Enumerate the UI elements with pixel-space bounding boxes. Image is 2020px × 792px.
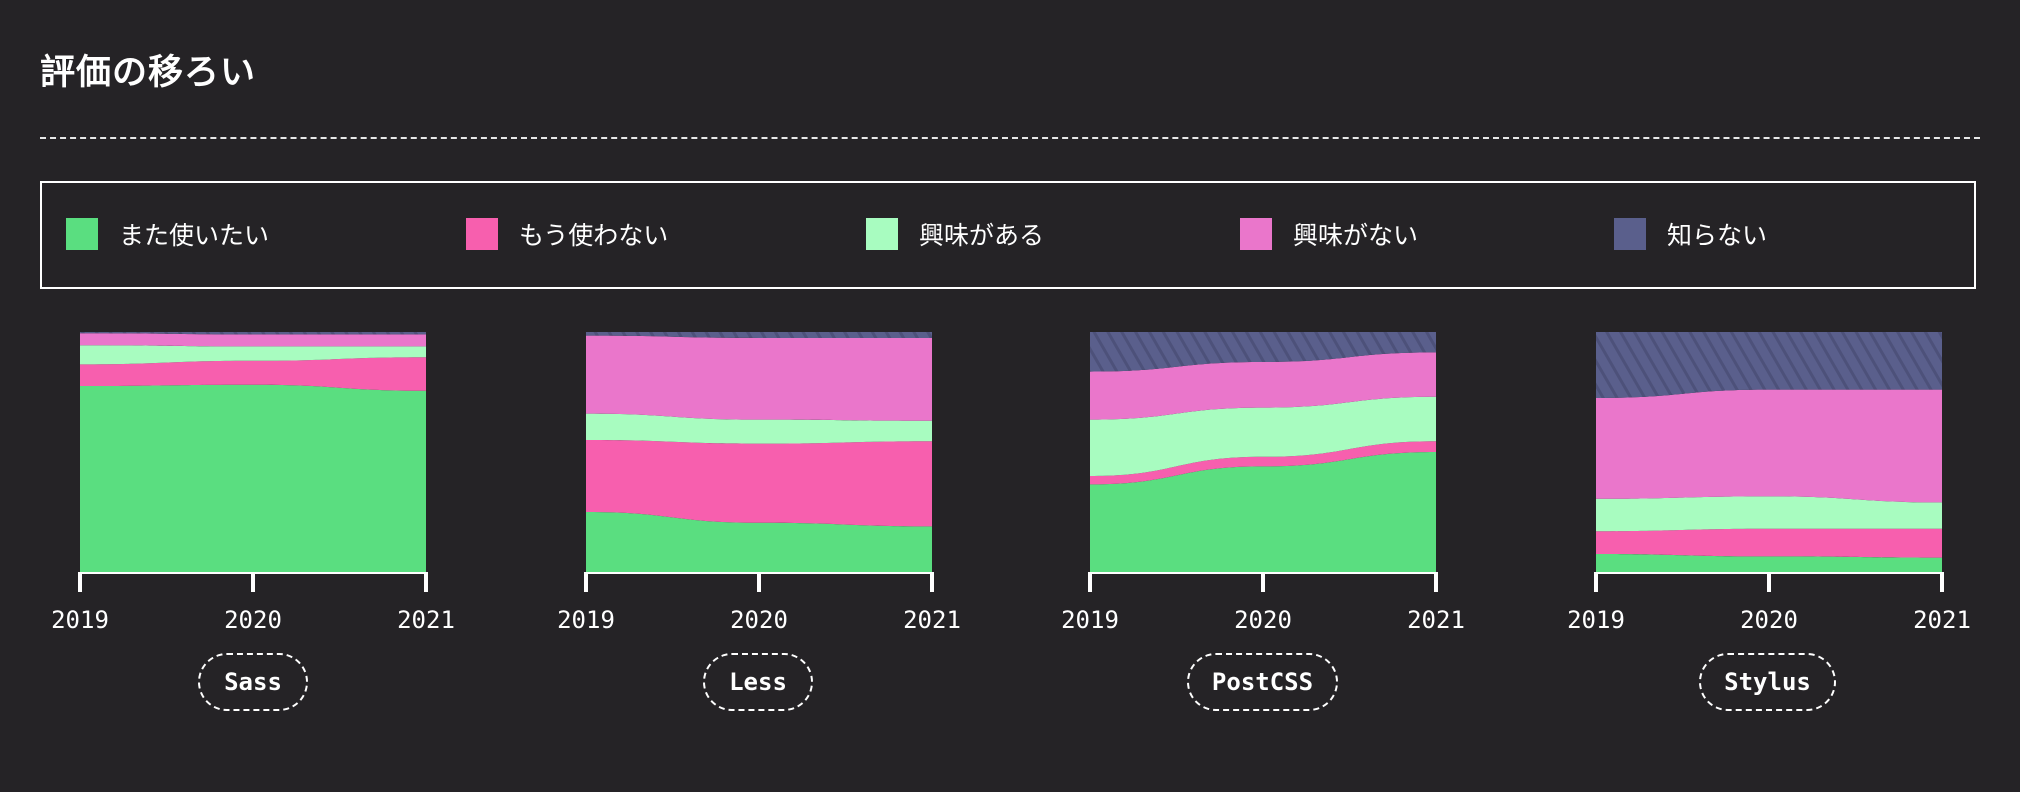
legend-label: 興味がない — [1293, 221, 1419, 250]
area-unknown — [586, 332, 932, 338]
area-unknown — [80, 332, 426, 335]
area-unknown — [1090, 332, 1436, 372]
area-wont-use — [80, 357, 426, 391]
title-divider — [40, 137, 1980, 139]
legend-item-want-again[interactable]: また使いたい — [66, 217, 269, 251]
x-tick-label: 2021 — [397, 606, 455, 634]
area-unknown — [1596, 332, 1942, 398]
chart-sass: 2019 2020 2021 — [51, 332, 455, 634]
page-title: 評価の移ろい — [40, 53, 257, 93]
chart-label-stylus: Stylus — [1699, 653, 1836, 711]
x-tick-label: 2021 — [903, 606, 961, 634]
area-interested — [80, 345, 426, 365]
legend-label: また使いたい — [119, 221, 270, 250]
x-tick-label: 2020 — [224, 606, 282, 634]
area-not-interested — [1596, 389, 1942, 503]
area-wont-use — [1090, 441, 1436, 485]
area-want-again — [80, 384, 426, 572]
area-wont-use — [586, 440, 932, 527]
legend-swatch — [1614, 218, 1646, 250]
x-tick-label: 2021 — [1913, 606, 1971, 634]
chart-label-less: Less — [703, 653, 813, 711]
area-interested — [1596, 496, 1942, 532]
x-tick-label: 2019 — [557, 606, 615, 634]
area-not-interested — [80, 333, 426, 347]
x-tick-label: 2020 — [730, 606, 788, 634]
x-tick-label: 2019 — [1567, 606, 1625, 634]
x-tick-label: 2020 — [1740, 606, 1798, 634]
legend: また使いたい もう使わない 興味がある 興味がない 知らない — [40, 181, 1976, 289]
legend-item-unknown[interactable]: 知らない — [1614, 217, 1767, 251]
chart-less: 2019 2020 2021 — [557, 332, 961, 634]
area-not-interested — [586, 335, 932, 421]
area-not-interested — [1090, 352, 1436, 420]
legend-item-wont-use[interactable]: もう使わない — [466, 217, 668, 251]
area-interested — [586, 413, 932, 444]
area-want-again — [1090, 452, 1436, 572]
legend-swatch — [66, 218, 98, 250]
x-tick-label: 2020 — [1234, 606, 1292, 634]
area-want-again — [586, 512, 932, 572]
legend-item-interested[interactable]: 興味がある — [866, 217, 1044, 251]
x-tick-label: 2019 — [1061, 606, 1119, 634]
chart-label-postcss: PostCSS — [1187, 653, 1338, 711]
legend-swatch — [1240, 218, 1272, 250]
legend-swatch — [866, 218, 898, 250]
legend-label: もう使わない — [519, 221, 669, 250]
area-wont-use — [1596, 528, 1942, 558]
area-want-again — [1596, 554, 1942, 572]
legend-item-not-interested[interactable]: 興味がない — [1240, 217, 1418, 251]
chart-stylus: 2019 2020 2021 — [1567, 332, 1971, 634]
chart-postcss: 2019 2020 2021 — [1061, 332, 1465, 634]
area-interested — [1090, 396, 1436, 476]
x-tick-label: 2019 — [51, 606, 109, 634]
x-tick-label: 2021 — [1407, 606, 1465, 634]
chart-label-sass: Sass — [198, 653, 308, 711]
legend-swatch — [466, 218, 498, 250]
legend-label: 知らない — [1667, 221, 1768, 250]
legend-label: 興味がある — [919, 221, 1045, 250]
